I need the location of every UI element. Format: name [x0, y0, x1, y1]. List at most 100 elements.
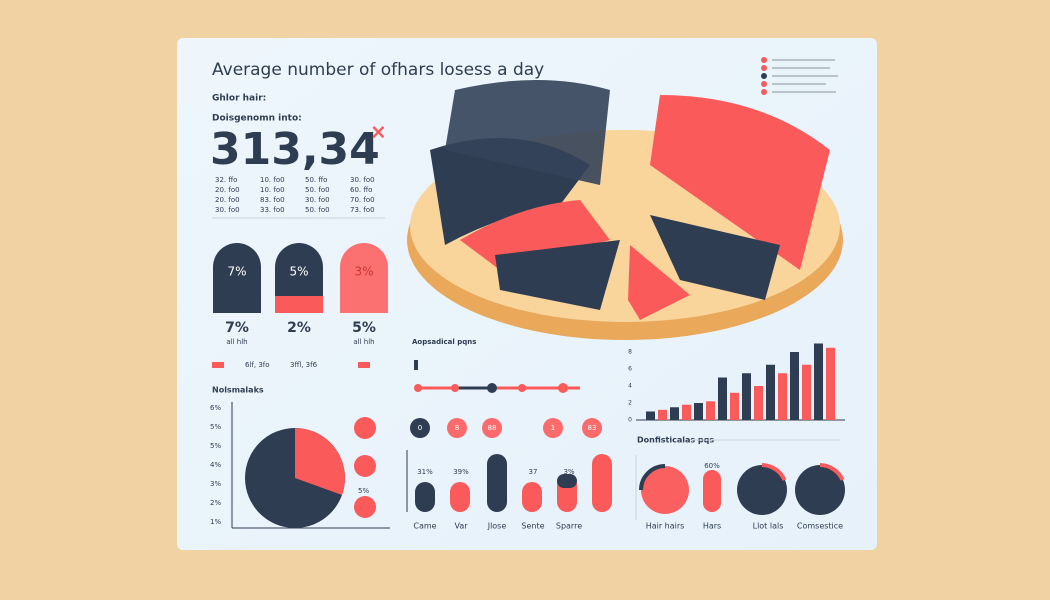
donut-label: Llot lals — [753, 522, 784, 531]
dot — [410, 418, 430, 438]
y-tick-label: 2 — [628, 400, 632, 407]
table-cell: 33. fo0 — [260, 206, 285, 214]
donut-label: Comsestice — [797, 522, 843, 531]
table-cell: 50. ffo — [305, 176, 327, 184]
donut-label: Hars — [703, 522, 721, 531]
slider-knob — [558, 383, 568, 393]
dot-label: 0 — [418, 424, 422, 432]
capsule-top: 3% — [563, 468, 574, 476]
slider-title: Aopsadical pqns — [412, 338, 476, 346]
capsule-top: 3/% — [490, 468, 504, 476]
bar — [718, 377, 727, 420]
capsule — [487, 454, 507, 512]
dot — [543, 418, 563, 438]
table-cell: 20. fo0 — [215, 186, 240, 194]
dot-label: 83 — [588, 424, 597, 432]
gauge-inner: 3% — [354, 265, 373, 279]
bar — [802, 364, 811, 420]
bar — [646, 411, 655, 420]
capsule — [450, 482, 470, 512]
bar — [826, 347, 835, 420]
slider-marker — [414, 360, 418, 370]
gauge-value: 7% — [225, 320, 249, 336]
bar — [814, 343, 823, 420]
capsule-label: Came — [413, 522, 436, 531]
table-cell: 60. ffo — [350, 186, 372, 194]
donut-arc — [761, 463, 787, 481]
gauge-inner: 7% — [227, 265, 246, 279]
big-value: 313,34 — [210, 124, 380, 175]
slider-knob — [487, 383, 497, 393]
slider-knob — [518, 384, 526, 392]
capsule-top: 31% — [417, 468, 433, 476]
note: 5% — [358, 487, 369, 495]
bar — [730, 392, 739, 420]
slider-knob — [414, 384, 422, 392]
capsule — [522, 482, 542, 512]
donut-label: Hair hairs — [646, 522, 685, 531]
gauge — [340, 243, 388, 313]
capsule-label: Sparre — [556, 522, 582, 531]
bar — [658, 409, 667, 420]
dot — [354, 417, 376, 439]
pie-slice — [295, 428, 345, 495]
legend-text: 3ffl, 3f6 — [290, 361, 318, 369]
table-cell: 50. fo0 — [305, 186, 330, 194]
capsule-top: 39% — [453, 468, 469, 476]
bar — [766, 364, 775, 420]
y-tick-label: 8 — [628, 349, 632, 356]
dot-label: 88 — [488, 424, 497, 432]
pie-3d — [407, 80, 843, 340]
gauge — [213, 243, 261, 313]
donut — [641, 466, 689, 514]
slider-knob — [451, 384, 459, 392]
donut — [737, 465, 787, 515]
dot — [354, 496, 376, 518]
capsule — [415, 482, 435, 512]
donut-arc — [639, 464, 666, 491]
mark: × — [370, 120, 387, 144]
table-cell: 30. fo0 — [350, 176, 375, 184]
axis-label: 2% — [210, 499, 221, 507]
pill — [703, 470, 721, 512]
axis-label: 1% — [210, 518, 221, 526]
axis-label: 4% — [210, 461, 221, 469]
capsule-top: 37 — [529, 468, 538, 476]
gauge-value: 5% — [352, 320, 376, 336]
bar — [682, 404, 691, 420]
stat-sublabel: Doisgenomn into: — [212, 114, 302, 124]
gauge-band — [275, 296, 323, 313]
gauge-value: 2% — [287, 320, 311, 336]
stat-label: Ghlor hair: — [212, 94, 266, 104]
capsule — [592, 454, 612, 512]
table-cell: 10. fo0 — [260, 186, 285, 194]
legend-swatch — [358, 362, 370, 368]
gauge-sub: all hlh — [226, 338, 247, 346]
title: Average number of ofhars losess a day — [212, 60, 544, 80]
legend-swatch — [212, 362, 224, 368]
dot — [582, 418, 602, 438]
donut-arc — [819, 463, 845, 481]
table-cell: 70. fo0 — [350, 196, 375, 204]
table-cell: 10. fo0 — [260, 176, 285, 184]
capsule-label: Jlose — [487, 522, 507, 531]
capsule-label: Var — [454, 522, 468, 531]
y-tick-label: 4 — [628, 383, 632, 390]
gauge-inner: 5% — [289, 265, 308, 279]
table-cell: 30. fo0 — [215, 206, 240, 214]
dot — [447, 418, 467, 438]
bar — [742, 373, 751, 420]
bar — [694, 403, 703, 420]
dot — [482, 418, 502, 438]
dot-label: 8 — [455, 424, 459, 432]
axis-label: 5% — [210, 442, 221, 450]
bar — [778, 373, 787, 420]
table-cell: 50. fo0 — [305, 206, 330, 214]
gauge — [275, 243, 323, 313]
table-cell: 20. fo0 — [215, 196, 240, 204]
gauge-sub: all hlh — [353, 338, 374, 346]
section-title: Nolsmalaks — [212, 386, 264, 395]
bar — [670, 407, 679, 420]
donut-title: Donfisticalas pqs — [637, 436, 714, 445]
